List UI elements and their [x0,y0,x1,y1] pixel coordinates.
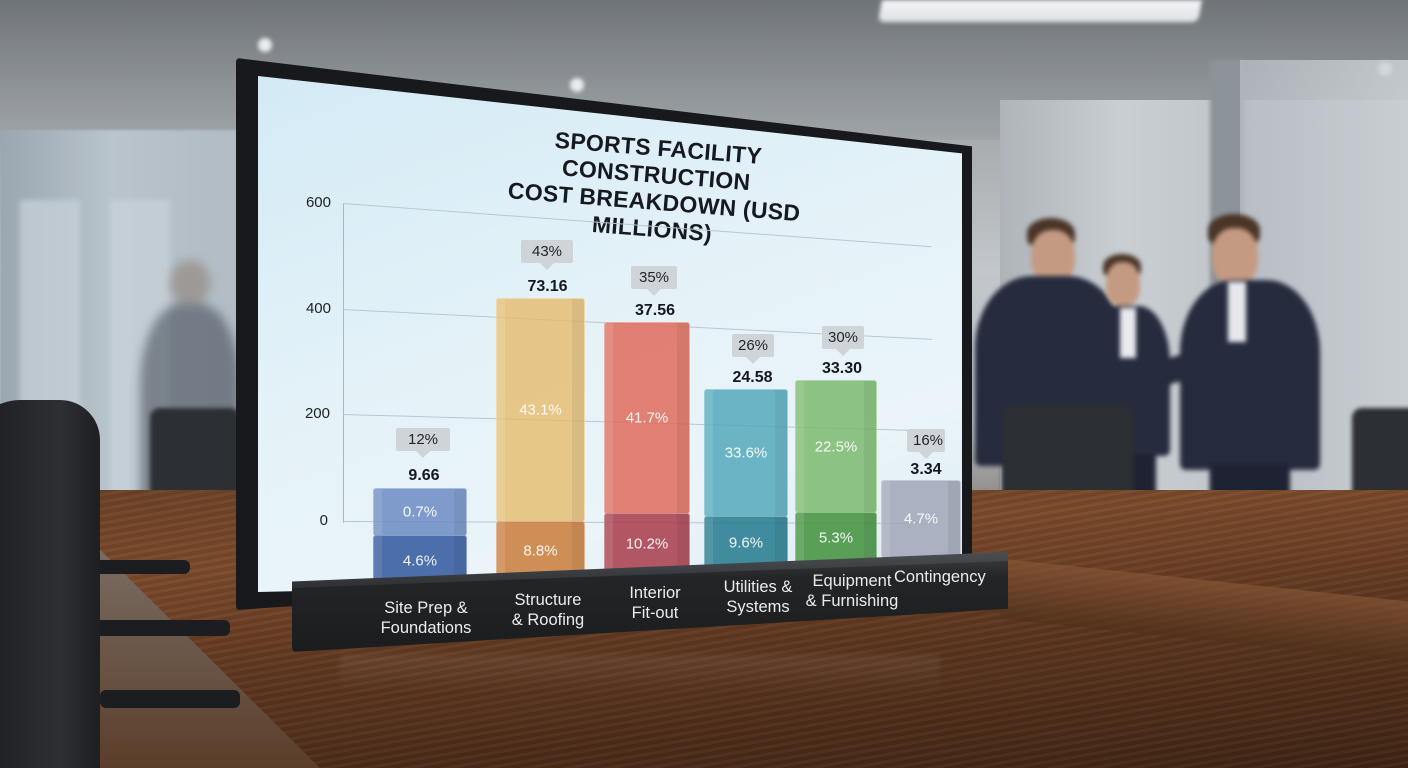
bar-utilities-systems[interactable]: 33.6% 9.6% [704,389,788,569]
category-label-line: Utilities & [723,578,793,596]
category-label-line: Systems [726,598,790,616]
bar-segment-lower[interactable]: 5.3% [795,512,877,564]
bar-total-value: 73.16 [527,278,568,295]
y-tick-200: 200 [304,405,330,422]
y-axis-line [343,203,344,523]
bar-contingency[interactable]: 4.7% [881,480,961,558]
y-tick-600: 600 [305,194,331,211]
foreground-chair [0,400,100,768]
bar-segment-lower[interactable]: 8.8% [496,521,585,580]
category-label-line: Structure [514,591,582,609]
category-label-site-prep: Site Prep & Foundations [370,598,482,638]
category-label-line: Foundations [380,619,472,637]
segment-label: 41.7% [625,409,669,427]
segment-label: 33.6% [724,444,768,462]
segment-label: 9.6% [728,534,764,551]
category-label-line: Equipment [812,572,892,590]
bar-total-value: 33.30 [821,360,863,377]
percent-callout: 43% [521,240,573,270]
category-label-line: Contingency [894,568,986,586]
percent-callout: 35% [631,266,677,296]
bar-segment-upper[interactable]: 0.7% [373,488,467,536]
percent-callout: 30% [822,326,864,356]
chair-armrest [100,690,240,708]
bar-segment-upper[interactable]: 4.7% [881,480,961,558]
bar-segment-lower[interactable]: 10.2% [604,513,690,574]
segment-label: 10.2% [625,535,669,552]
category-label-structure: Structure & Roofing [495,590,601,630]
ceiling-spotlight [258,38,272,52]
ceiling-light [878,0,1202,22]
bar-equipment-furnishing[interactable]: 22.5% 5.3% [795,380,877,564]
chair-back [150,408,240,498]
chair-back [1002,405,1134,501]
category-label-utilities: Utilities & Systems [712,577,804,617]
y-tick-0: 0 [319,512,328,529]
segment-label: 0.7% [402,503,438,521]
bar-total-value: 24.58 [732,369,773,386]
table-reflection [340,655,940,695]
bar-total-value: 3.34 [910,461,942,478]
category-label-contingency: Contingency [894,567,986,587]
category-label-equipment: Equipment & Furnishing [804,571,900,611]
category-label-line: & Roofing [511,611,585,629]
bar-site-prep[interactable]: 0.7% 4.6% [373,488,467,586]
ceiling-spotlight [570,78,584,92]
segment-label: 4.6% [402,552,438,569]
segment-label: 5.3% [818,529,854,547]
bar-interior-fit-out[interactable]: 41.7% 10.2% [604,322,690,574]
category-label-interior: Interior Fit-out [612,583,698,623]
bar-segment-upper[interactable]: 33.6% [704,389,788,517]
y-tick-400: 400 [305,300,331,317]
segment-label: 22.5% [814,438,858,455]
bar-total-value: 9.66 [408,467,440,484]
bar-segment-upper[interactable]: 22.5% [795,380,877,513]
chair-armrest [80,620,230,636]
segment-label: 4.7% [903,510,939,528]
segment-label: 43.1% [519,401,562,419]
percent-callout: 26% [732,334,774,364]
percent-callout: 16% [907,429,945,459]
category-label-line: Fit-out [631,604,679,622]
bar-segment-upper[interactable]: 41.7% [604,322,690,514]
category-label-line: & Furnishing [805,592,899,610]
segment-label: 8.8% [523,542,558,559]
bar-total-value: 37.56 [634,302,676,319]
bar-segment-lower[interactable]: 9.6% [704,516,788,569]
bar-structure-roofing[interactable]: 43.1% 8.8% [496,298,585,580]
businessman-right [1147,214,1330,514]
category-label-line: Interior [629,584,681,602]
bar-segment-upper[interactable]: 43.1% [496,298,585,522]
category-label-line: Site Prep & [384,599,468,617]
percent-callout: 12% [396,428,450,458]
